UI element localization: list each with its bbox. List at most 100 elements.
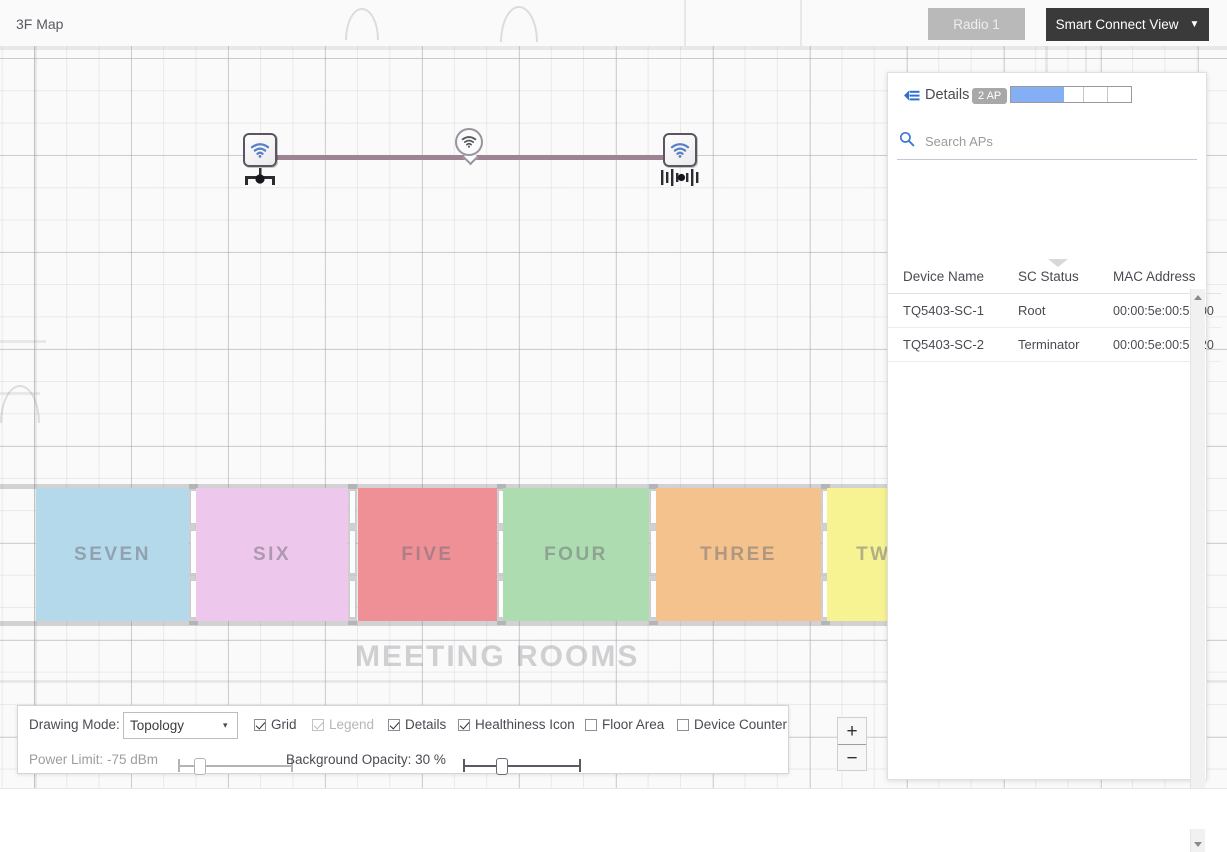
slider-tick-left [178,759,180,772]
checkbox-box [312,718,324,731]
meeting-room-label: THREE [700,543,777,565]
slider-tick-right [579,759,581,772]
radio-1-button[interactable]: Radio 1 [928,8,1025,40]
top-bar: 3F Map Radio 1 Smart Connect View ▼ [0,0,1227,46]
wifi-signal-icon [461,136,477,148]
cell-sc-status: Terminator [1018,327,1113,362]
ap-node-terminator[interactable] [657,133,703,189]
meeting-room-six[interactable]: SIX [196,488,348,621]
rooms-bottom-wall [0,621,905,626]
wifi-signal-icon [670,142,690,158]
zoom-in-button[interactable]: + [838,718,866,745]
rooms-top-wall [0,484,905,489]
cell-device-name: TQ5403-SC-2 [888,327,1018,362]
cell-device-name: TQ5403-SC-1 [888,293,1018,328]
search-input[interactable] [923,128,1195,154]
map-zoom-controls: + − [837,717,867,771]
checkbox-label: Device Counter [694,717,788,732]
ap-table: Device Name SC Status MAC Address TQ5403… [888,261,1221,362]
checkbox-box [677,718,689,731]
details-panel-title: Details [925,87,970,103]
search-aps-row [897,125,1197,160]
wifi-ap-icon [663,133,697,167]
slider-track [178,765,293,767]
checkbox-label: Floor Area [602,717,665,732]
room-partition-wall [348,484,357,625]
search-icon [899,131,915,150]
capacity-segment [1059,87,1084,102]
ap-table-body: TQ5403-SC-1 Root 00:00:5e:00:53:00 TQ5403-S… [888,293,1221,362]
floorplan-wall [0,680,1227,683]
table-row[interactable]: TQ5403-SC-1 Root 00:00:5e:00:53:00 [888,293,1221,328]
meeting-room-label: SEVEN [74,543,151,565]
meeting-room-label: SIX [252,543,292,565]
wifi-signal-pin-icon [455,128,485,166]
meeting-room-label: FOUR [544,543,608,565]
details-panel-scrollbar[interactable] [1190,289,1205,852]
ap-table-head: Device Name SC Status MAC Address [888,261,1221,294]
meeting-rooms-label: MEETING ROOMS [355,640,640,673]
wifi-signal-icon [250,142,270,158]
drawing-controls-row-top: Drawing Mode: Topology ▾ Grid Legend Detai… [18,706,788,744]
slider-track [463,765,581,767]
checkbox-legend: Legend [312,717,374,732]
meeting-room-label: FIVE [401,543,454,565]
meeting-room-three[interactable]: THREE [656,488,821,621]
checkbox-box [254,718,266,731]
terminator-antenna-icon [657,168,703,188]
floorplan-door-arc [345,8,379,40]
ap-node-root[interactable] [237,133,283,189]
checkbox-label: Healthiness Icon [475,717,575,732]
checkbox-device-counter[interactable]: Device Counter [677,717,787,732]
checkbox-box [458,718,470,731]
details-panel: Details 2 AP Device Name SC Status MAC A… [887,72,1221,852]
checkbox-floor-area[interactable]: Floor Area [585,717,664,732]
column-header-device-name[interactable]: Device Name [888,261,1018,294]
collapse-left-icon[interactable] [903,89,920,105]
background-opacity-label: Background Opacity: 30 % [286,752,446,767]
checkbox-grid[interactable]: Grid [254,717,297,732]
floorplan-wall [684,0,686,46]
floorplan-wall [0,340,46,343]
floorplan-wall [800,0,802,46]
cell-sc-status: Root [1018,293,1113,328]
slider-handle[interactable] [496,758,508,775]
chevron-down-icon: ▼ [1189,18,1200,30]
capacity-segment [1035,87,1060,102]
pin-body [455,128,483,156]
power-limit-label: Power Limit: -75 dBm [29,752,159,767]
column-header-sc-status[interactable]: SC Status [1018,261,1113,294]
power-limit-slider[interactable] [178,758,293,775]
page-title: 3F Map [16,16,64,32]
meeting-room-seven[interactable]: SEVEN [36,488,189,621]
drawing-mode-label: Drawing Mode: [29,717,120,732]
background-opacity-slider[interactable] [463,758,581,775]
checkbox-box [388,718,400,731]
slider-tick-left [463,759,465,772]
capacity-segment [1108,87,1131,102]
slider-tick-right [291,759,293,772]
column-header-mac-address[interactable]: MAC Address [1113,261,1221,294]
capacity-segment [1011,87,1036,102]
table-row[interactable]: TQ5403-SC-2 Terminator 00:00:5e:00:53:20 [888,327,1221,362]
meeting-room-five[interactable]: FIVE [358,488,497,621]
scroll-up-arrow-icon[interactable] [1191,289,1205,305]
ap-count-badge: 2 AP [972,88,1008,104]
ap-capacity-bar [1010,86,1132,103]
checkbox-details[interactable]: Details [388,717,446,732]
checkbox-healthiness-icon[interactable]: Healthiness Icon [458,717,575,732]
drawing-mode-select[interactable]: Topology [123,712,238,739]
drawing-controls-panel: Drawing Mode: Topology ▾ Grid Legend Detai… [17,705,789,775]
ap-table-header-row: Device Name SC Status MAC Address [888,261,1221,294]
zoom-out-button[interactable]: − [846,747,858,769]
smart-connect-view-dropdown[interactable]: Smart Connect View ▼ [1046,8,1209,41]
root-gateway-icon [237,168,283,188]
meeting-room-four[interactable]: FOUR [503,488,649,621]
cell-mac-address: 00:00:5e:00:53:20 [1113,327,1221,362]
checkbox-box [585,718,597,731]
checkbox-label: Grid [271,717,297,732]
scroll-down-arrow-icon[interactable] [1191,836,1205,852]
smart-connect-view-label: Smart Connect View [1055,17,1179,32]
slider-handle[interactable] [194,758,206,775]
floorplan-door-arc [500,6,538,42]
